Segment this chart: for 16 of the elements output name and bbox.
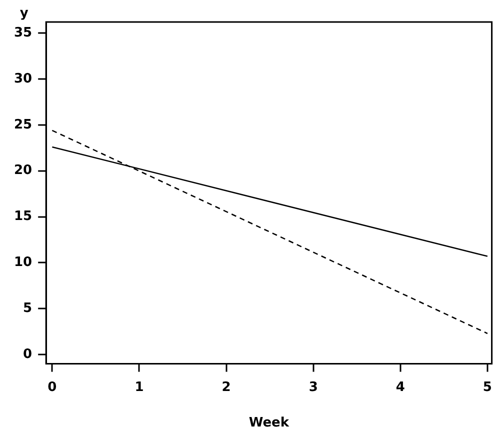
x-axis-title: Week bbox=[248, 416, 290, 431]
y-tick-label: 10 bbox=[14, 255, 32, 270]
y-tick-label: 5 bbox=[23, 301, 32, 316]
x-tick-label: 1 bbox=[134, 380, 144, 395]
x-tick-label: 4 bbox=[396, 380, 405, 395]
y-tick-label: 0 bbox=[23, 346, 32, 362]
x-tick-label: 3 bbox=[308, 380, 318, 395]
y-tick-label: 15 bbox=[14, 209, 32, 224]
x-tick-label: 2 bbox=[222, 380, 231, 395]
y-tick-label: 20 bbox=[14, 163, 32, 178]
x-tick-label: 5 bbox=[482, 380, 492, 395]
y-axis-title: y bbox=[20, 6, 29, 21]
x-tick-label: 0 bbox=[48, 380, 57, 395]
y-tick-label: 25 bbox=[14, 117, 32, 132]
y-tick-label: 30 bbox=[14, 71, 32, 86]
y-tick-label: 35 bbox=[14, 25, 32, 40]
